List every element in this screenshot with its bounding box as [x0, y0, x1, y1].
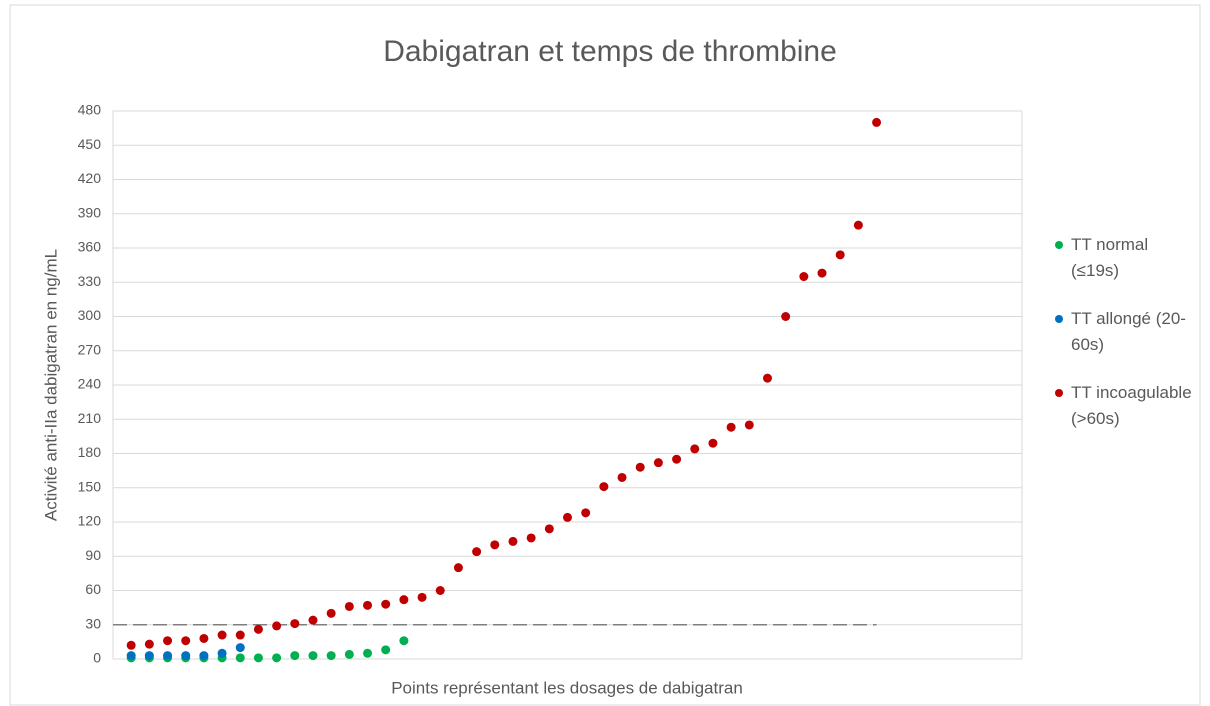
data-point — [599, 482, 609, 492]
data-point — [399, 636, 409, 646]
chart-title: Dabigatran et temps de thrombine — [383, 35, 837, 68]
data-point — [526, 533, 536, 543]
data-point — [781, 312, 791, 321]
data-point — [399, 595, 409, 605]
y-tick-label: 240 — [78, 376, 102, 392]
legend-label: TT incoagulable (>60s) — [1071, 383, 1192, 428]
y-tick-label: 420 — [78, 170, 102, 186]
data-point — [235, 630, 245, 640]
data-point — [472, 547, 482, 557]
data-point — [490, 540, 500, 550]
y-tick-label: 300 — [78, 307, 102, 323]
data-point — [653, 458, 663, 468]
y-tick-label: 150 — [78, 478, 102, 494]
data-point — [235, 643, 245, 653]
y-axis-label: Activité anti-IIa dabigatran en ng/mL — [41, 249, 60, 521]
y-tick-label: 30 — [85, 615, 101, 631]
data-point — [872, 117, 882, 127]
data-point — [272, 621, 282, 631]
data-point — [326, 608, 336, 618]
data-point — [253, 624, 263, 634]
data-point — [308, 615, 318, 625]
y-tick-label: 390 — [78, 204, 102, 220]
data-point — [363, 600, 373, 610]
data-point — [199, 651, 209, 661]
data-point — [453, 563, 463, 573]
data-point — [744, 420, 754, 430]
data-point — [563, 512, 572, 522]
data-point — [290, 651, 300, 661]
y-tick-label: 180 — [78, 444, 102, 460]
data-point — [181, 636, 191, 646]
legend-item: TT normal (≤19s) — [1055, 232, 1195, 284]
legend-label: TT allongé (20-60s) — [1071, 309, 1186, 354]
data-point — [235, 653, 245, 663]
y-tick-label: 360 — [78, 239, 102, 255]
data-point — [199, 633, 209, 643]
data-point — [417, 592, 427, 602]
data-point — [326, 651, 336, 661]
x-axis-label: Points représentant les dosages de dabig… — [391, 678, 743, 697]
data-point — [290, 619, 300, 629]
data-point — [817, 268, 827, 278]
legend-label: TT normal (≤19s) — [1071, 235, 1149, 280]
data-point — [253, 653, 263, 663]
data-point — [344, 601, 354, 611]
y-tick-label: 270 — [78, 341, 102, 357]
data-point — [126, 651, 136, 661]
data-point — [690, 444, 700, 454]
y-tick-label: 210 — [78, 410, 102, 426]
data-point — [635, 462, 645, 472]
legend-marker — [1055, 315, 1063, 323]
data-point — [344, 649, 354, 659]
legend-item: TT allongé (20-60s) — [1055, 306, 1195, 358]
data-point — [272, 653, 282, 663]
y-tick-label: 0 — [93, 650, 101, 666]
data-point — [762, 373, 772, 383]
data-point — [835, 250, 845, 260]
legend: TT normal (≤19s) TT allongé (20-60s) TT in… — [1055, 232, 1195, 454]
data-point — [435, 586, 445, 595]
data-point — [726, 422, 736, 432]
data-point — [217, 630, 227, 640]
legend-marker — [1055, 241, 1063, 249]
data-point — [381, 645, 391, 655]
data-point — [163, 636, 173, 646]
data-point — [853, 220, 863, 230]
data-point — [617, 472, 627, 482]
data-point — [381, 599, 391, 609]
legend-item: TT incoagulable (>60s) — [1055, 380, 1195, 432]
data-point — [672, 454, 682, 464]
data-point — [508, 536, 518, 546]
data-point — [144, 639, 154, 649]
data-point — [708, 438, 718, 448]
y-tick-label: 480 — [78, 102, 102, 118]
data-point — [308, 651, 318, 661]
chart-border — [9, 4, 1201, 706]
y-tick-label: 450 — [78, 136, 102, 152]
data-point — [363, 648, 373, 658]
data-point — [544, 524, 554, 534]
data-point — [581, 508, 591, 518]
data-point — [126, 640, 136, 650]
data-point — [799, 272, 809, 282]
data-point — [217, 648, 227, 658]
data-point — [181, 651, 191, 661]
data-point — [163, 651, 173, 661]
y-tick-label: 90 — [85, 547, 101, 563]
data-point — [144, 651, 154, 661]
y-tick-label: 330 — [78, 273, 102, 289]
legend-marker — [1055, 389, 1063, 397]
y-tick-label: 120 — [78, 513, 102, 529]
y-tick-label: 60 — [85, 581, 101, 597]
